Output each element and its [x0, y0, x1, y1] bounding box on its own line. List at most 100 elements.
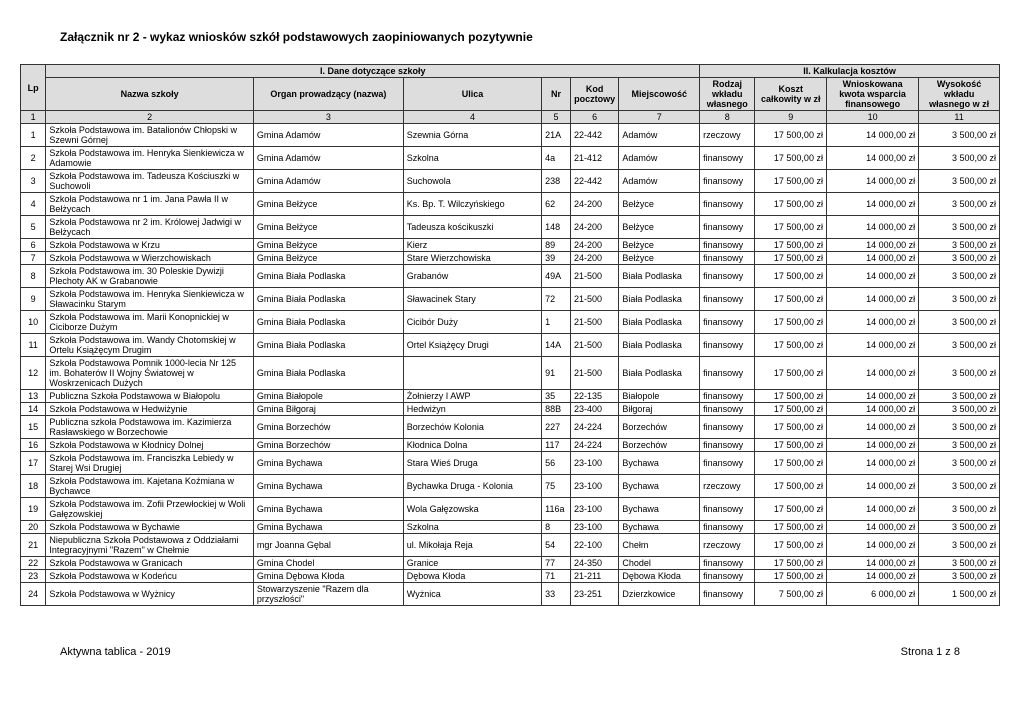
cell-wnios: 14 000,00 zł — [826, 439, 918, 452]
column-number: 5 — [542, 111, 571, 124]
cell-ulica: Stare Wierzchowiska — [403, 252, 541, 265]
col-kod: Kod pocztowy — [570, 78, 618, 111]
cell-wnios: 14 000,00 zł — [826, 216, 918, 239]
table-row: 24Szkoła Podstawowa w WyżnicyStowarzysze… — [21, 583, 1000, 606]
cell-nr: 33 — [542, 583, 571, 606]
cell-organ: Gmina Bełżyce — [253, 252, 403, 265]
cell-organ: Gmina Chodel — [253, 557, 403, 570]
cell-kod: 23-251 — [570, 583, 618, 606]
footer-right: Strona 1 z 8 — [901, 646, 960, 658]
cell-wnios: 14 000,00 zł — [826, 147, 918, 170]
cell-kod: 21-500 — [570, 357, 618, 390]
cell-nazwa: Szkoła Podstawowa im. Henryka Sienkiewic… — [46, 288, 254, 311]
cell-organ: Gmina Biała Podlaska — [253, 311, 403, 334]
cell-rodzaj: finansowy — [700, 439, 755, 452]
col-wnios: Wnioskowana kwota wsparcia finansowego — [826, 78, 918, 111]
table-row: 7Szkoła Podstawowa w WierzchowiskachGmin… — [21, 252, 1000, 265]
cell-rodzaj: rzeczowy — [700, 475, 755, 498]
cell-rodzaj: finansowy — [700, 498, 755, 521]
cell-rodzaj: finansowy — [700, 193, 755, 216]
cell-lp: 13 — [21, 390, 46, 403]
cell-ulica: Tadeusza kościkuszki — [403, 216, 541, 239]
cell-nr: 88B — [542, 403, 571, 416]
cell-wysok: 3 500,00 zł — [919, 170, 1000, 193]
table-row: 4Szkoła Podstawowa nr 1 im. Jana Pawła I… — [21, 193, 1000, 216]
cell-wnios: 14 000,00 zł — [826, 475, 918, 498]
cell-ulica: Ks. Bp. T. Wilczyńskiego — [403, 193, 541, 216]
cell-organ: Gmina Bełżyce — [253, 216, 403, 239]
table-row: 3Szkoła Podstawowa im. Tadeusza Kościusz… — [21, 170, 1000, 193]
cell-miejsc: Borzechów — [619, 416, 700, 439]
cell-koszt: 17 500,00 zł — [755, 124, 826, 147]
cell-kod: 21-500 — [570, 288, 618, 311]
cell-koszt: 17 500,00 zł — [755, 334, 826, 357]
cell-rodzaj: finansowy — [700, 147, 755, 170]
cell-kod: 24-224 — [570, 439, 618, 452]
cell-wysok: 3 500,00 zł — [919, 570, 1000, 583]
cell-rodzaj: finansowy — [700, 390, 755, 403]
column-number: 10 — [826, 111, 918, 124]
cell-wnios: 14 000,00 zł — [826, 239, 918, 252]
cell-kod: 22-442 — [570, 124, 618, 147]
cell-ulica: Granice — [403, 557, 541, 570]
cell-wnios: 14 000,00 zł — [826, 265, 918, 288]
cell-lp: 9 — [21, 288, 46, 311]
cell-koszt: 17 500,00 zł — [755, 311, 826, 334]
cell-nr: 4a — [542, 147, 571, 170]
cell-wysok: 3 500,00 zł — [919, 147, 1000, 170]
cell-miejsc: Bychawa — [619, 498, 700, 521]
column-number: 4 — [403, 111, 541, 124]
table-row: 11Szkoła Podstawowa im. Wandy Chotomskie… — [21, 334, 1000, 357]
cell-ulica: Wyżnica — [403, 583, 541, 606]
cell-kod: 22-100 — [570, 534, 618, 557]
cell-koszt: 17 500,00 zł — [755, 265, 826, 288]
cell-kod: 24-200 — [570, 193, 618, 216]
cell-rodzaj: finansowy — [700, 252, 755, 265]
cell-rodzaj: finansowy — [700, 570, 755, 583]
cell-nazwa: Szkoła Podstawowa Pomnik 1000-lecia Nr 1… — [46, 357, 254, 390]
cell-nazwa: Szkoła Podstawowa w Granicach — [46, 557, 254, 570]
cell-wysok: 3 500,00 zł — [919, 334, 1000, 357]
cell-rodzaj: finansowy — [700, 170, 755, 193]
col-wysok: Wysokość wkładu własnego w zł — [919, 78, 1000, 111]
cell-organ: Gmina Biała Podlaska — [253, 334, 403, 357]
cell-kod: 21-211 — [570, 570, 618, 583]
cell-koszt: 17 500,00 zł — [755, 288, 826, 311]
cell-nr: 8 — [542, 521, 571, 534]
column-number: 11 — [919, 111, 1000, 124]
cell-wysok: 3 500,00 zł — [919, 311, 1000, 334]
cell-organ: Stowarzyszenie "Razem dla przyszłości" — [253, 583, 403, 606]
cell-kod: 23-100 — [570, 452, 618, 475]
cell-kod: 21-412 — [570, 147, 618, 170]
cell-organ: Gmina Biała Podlaska — [253, 288, 403, 311]
cell-organ: Gmina Biała Podlaska — [253, 265, 403, 288]
cell-rodzaj: finansowy — [700, 216, 755, 239]
cell-lp: 23 — [21, 570, 46, 583]
cell-lp: 4 — [21, 193, 46, 216]
cell-organ: Gmina Bychawa — [253, 475, 403, 498]
cell-kod: 22-135 — [570, 390, 618, 403]
cell-nr: 72 — [542, 288, 571, 311]
cell-miejsc: Bychawa — [619, 475, 700, 498]
cell-wnios: 14 000,00 zł — [826, 193, 918, 216]
col-ulica: Ulica — [403, 78, 541, 111]
table-row: 17Szkoła Podstawowa im. Franciszka Lebie… — [21, 452, 1000, 475]
cell-ulica: Żołnierzy I AWP — [403, 390, 541, 403]
cell-koszt: 17 500,00 zł — [755, 439, 826, 452]
cell-miejsc: Bełżyce — [619, 216, 700, 239]
cell-wysok: 3 500,00 zł — [919, 452, 1000, 475]
cell-organ: Gmina Bychawa — [253, 498, 403, 521]
table-row: 1Szkoła Podstawowa im. Batalionów Chłops… — [21, 124, 1000, 147]
cell-ulica: Kierz — [403, 239, 541, 252]
column-number: 6 — [570, 111, 618, 124]
cell-miejsc: Bychawa — [619, 452, 700, 475]
cell-lp: 1 — [21, 124, 46, 147]
cell-organ: mgr Joanna Gębal — [253, 534, 403, 557]
table-row: 10Szkoła Podstawowa im. Marii Konopnicki… — [21, 311, 1000, 334]
cell-organ: Gmina Biłgoraj — [253, 403, 403, 416]
cell-rodzaj: finansowy — [700, 334, 755, 357]
cell-kod: 24-350 — [570, 557, 618, 570]
cell-organ: Gmina Bychawa — [253, 521, 403, 534]
cell-ulica: Dębowa Kłoda — [403, 570, 541, 583]
col-nr: Nr — [542, 78, 571, 111]
